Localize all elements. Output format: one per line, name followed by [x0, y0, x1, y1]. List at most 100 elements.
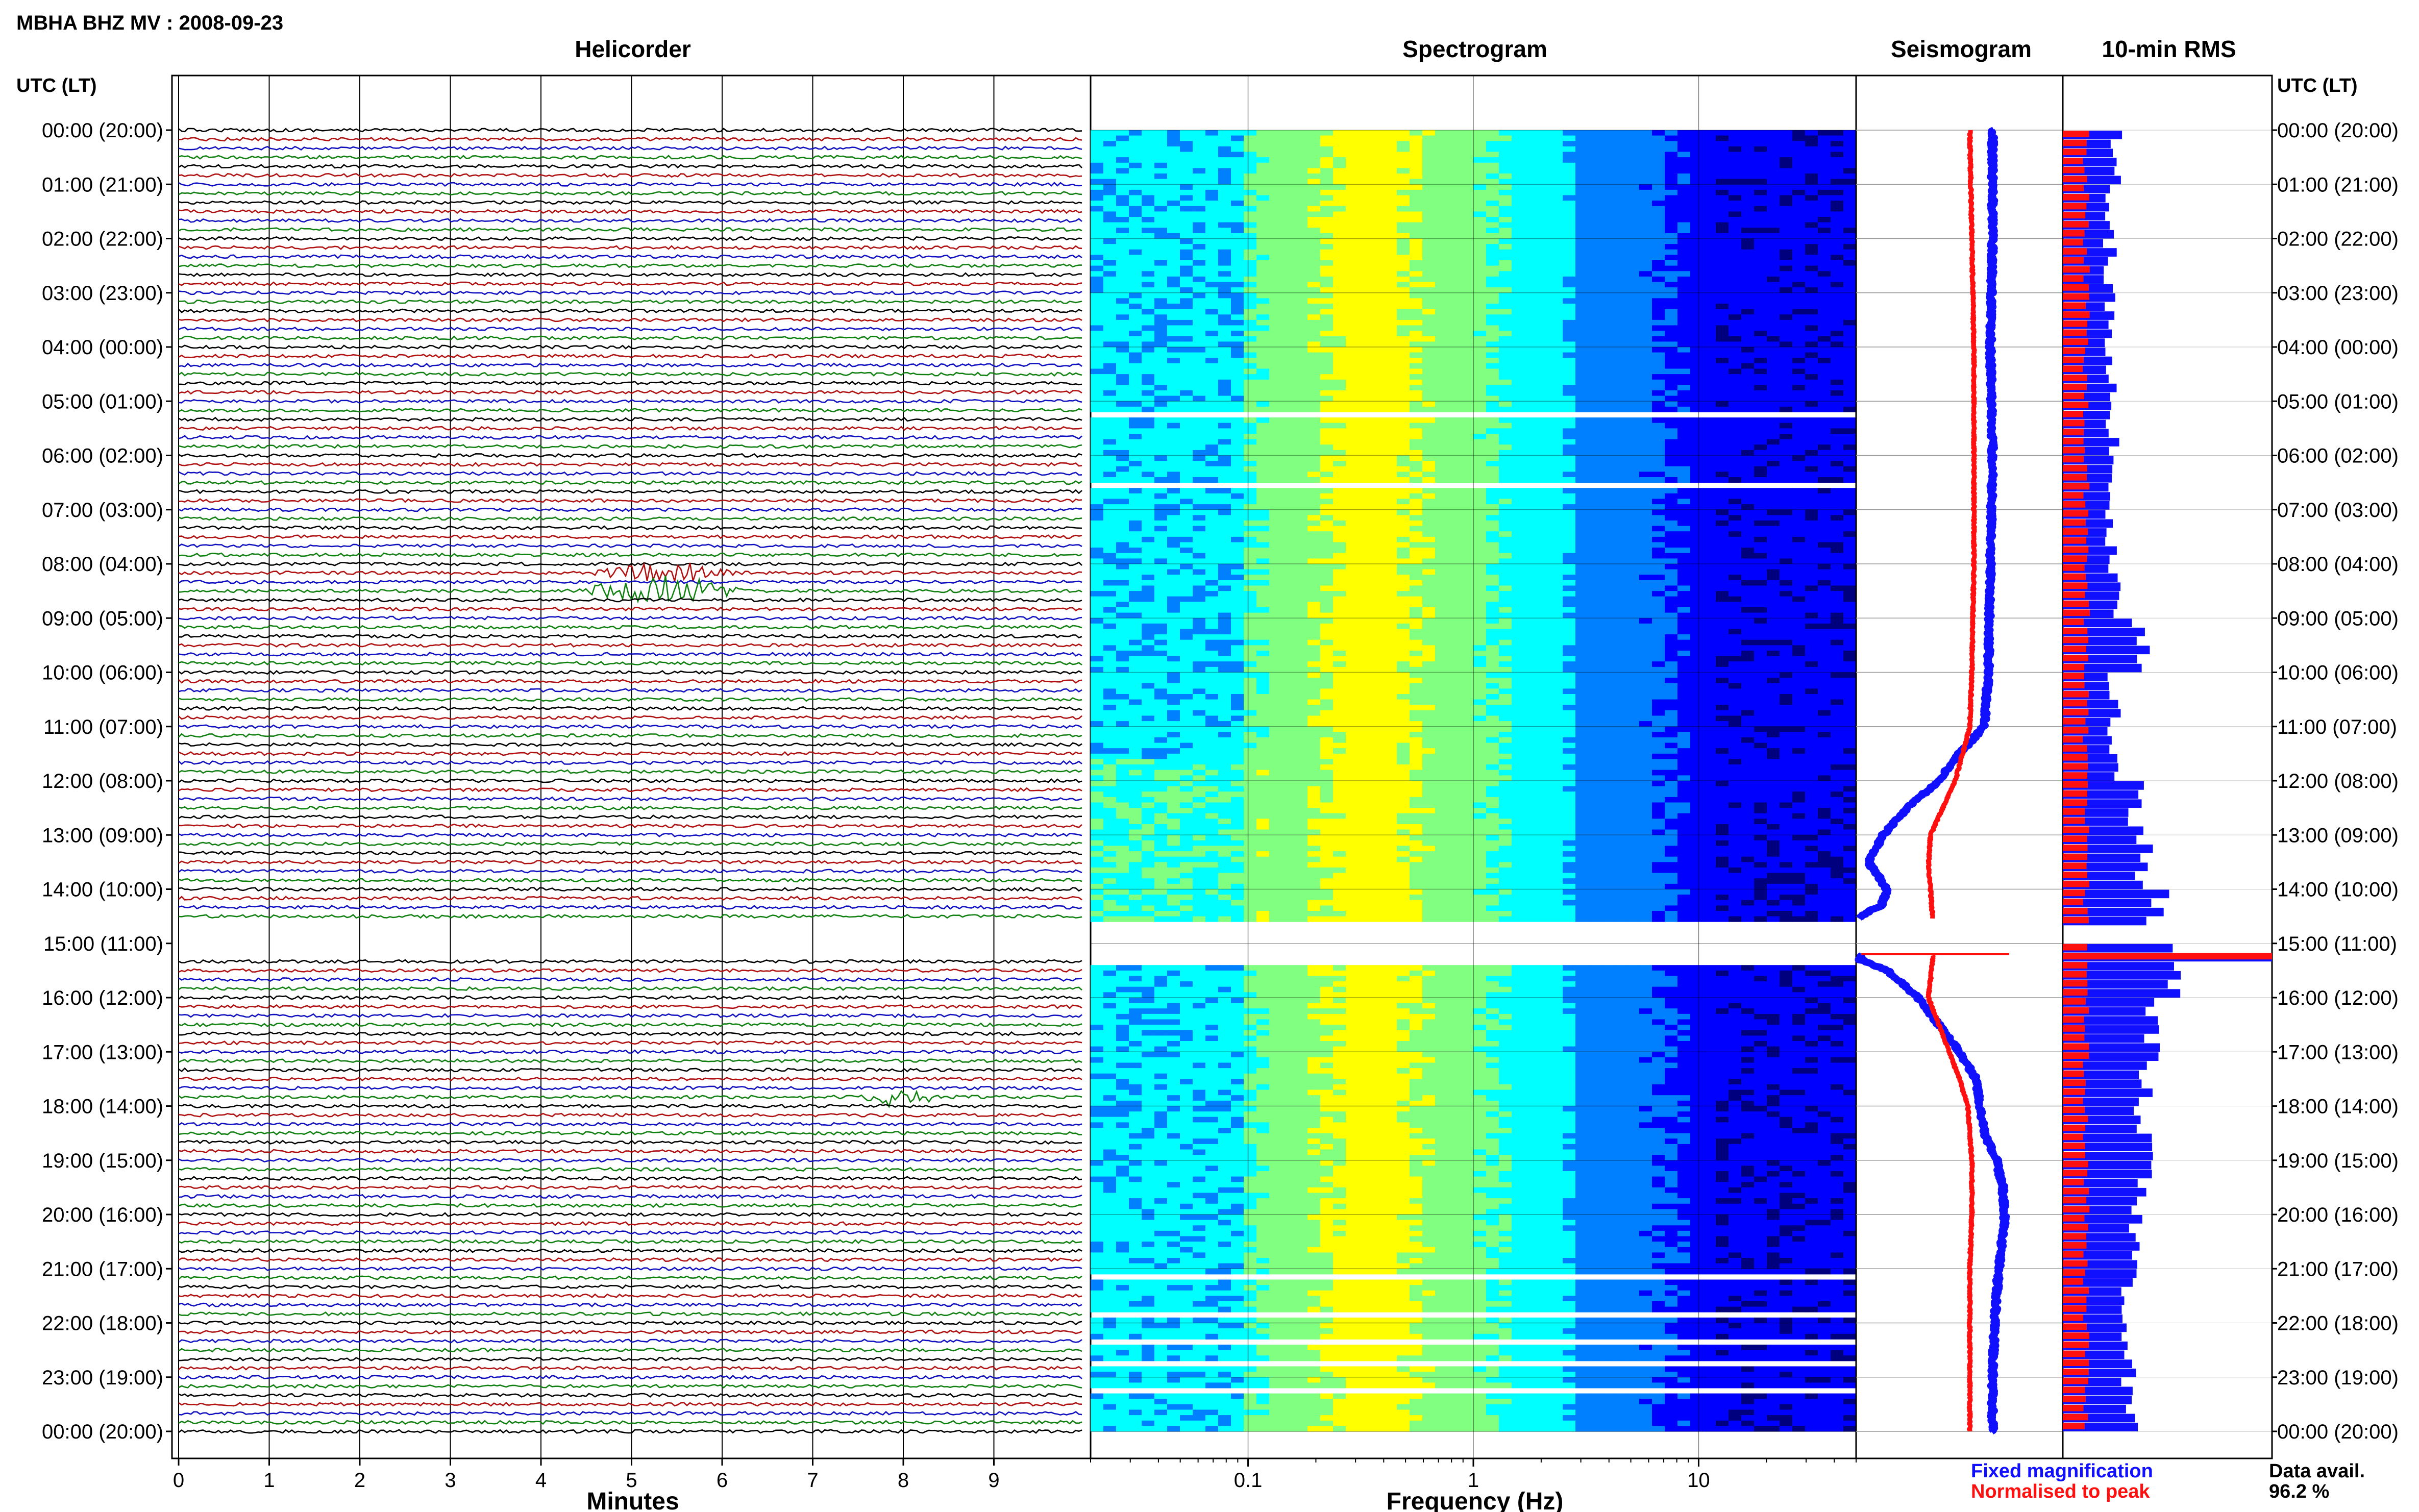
spectrogram-cell	[1422, 336, 1436, 342]
spectrogram-cell	[1384, 168, 1397, 174]
spectrogram-cell	[1601, 542, 1614, 548]
spectrogram-cell	[1665, 536, 1678, 542]
spectrogram-cell	[1295, 152, 1308, 158]
spectrogram-cell	[1129, 461, 1142, 467]
spectrogram-cell	[1129, 531, 1142, 537]
spectrogram-cell	[1346, 515, 1359, 521]
spectrogram-cell	[1588, 526, 1601, 532]
spectrogram-cell	[1116, 287, 1129, 293]
spectrogram-cell	[1550, 336, 1563, 342]
spectrogram-cell	[1665, 179, 1678, 185]
spectrogram-cell	[1346, 255, 1359, 261]
spectrogram-cell	[1448, 526, 1461, 532]
spectrogram-cell	[1282, 249, 1295, 255]
spectrogram-cell	[1320, 309, 1334, 315]
spectrogram-cell	[1843, 228, 1857, 234]
spectrogram-cell	[1818, 406, 1831, 412]
spectrogram-cell	[1537, 347, 1550, 353]
spectrogram-cell	[1563, 347, 1576, 353]
spectrogram-cell	[1384, 423, 1397, 429]
spectrogram-cell	[1116, 162, 1129, 168]
spectrogram-cell	[1843, 135, 1857, 141]
spectrogram-cell	[1588, 461, 1601, 467]
spectrogram-cell	[1461, 331, 1474, 337]
spectrogram-cell	[1307, 130, 1321, 136]
spectrogram-cell	[1818, 526, 1831, 532]
spectrogram-cell	[1614, 531, 1627, 537]
spectrogram-cell	[1461, 292, 1474, 299]
spectrogram-cell	[1652, 130, 1665, 136]
spectrogram-cell	[1346, 309, 1359, 315]
spectrogram-cell	[1818, 276, 1831, 282]
spectrogram-cell	[1818, 423, 1831, 429]
spectrogram-cell	[1422, 531, 1436, 537]
spectrogram-cell	[1754, 509, 1767, 515]
spectrogram-cell	[1231, 439, 1244, 445]
spectrogram-cell	[1333, 368, 1346, 375]
spectrogram-cell	[1614, 319, 1627, 326]
spectrogram-cell	[1805, 304, 1818, 310]
spectrogram-cell	[1461, 325, 1474, 331]
spectrogram-cell	[1665, 434, 1678, 440]
spectrogram-cell	[1384, 493, 1397, 499]
spectrogram-cell	[1422, 141, 1436, 147]
spectrogram-cell	[1741, 493, 1755, 499]
spectrogram-cell	[1307, 558, 1321, 564]
spectrogram-cell	[1563, 439, 1576, 445]
spectrogram-cell	[1154, 488, 1168, 494]
spectrogram-cell	[1384, 255, 1397, 261]
spectrogram-cell	[1716, 168, 1729, 174]
spectrogram-cell	[1473, 341, 1487, 348]
spectrogram-cell	[1282, 444, 1295, 451]
spectrogram-cell	[1499, 385, 1512, 391]
spectrogram-cell	[1295, 309, 1308, 315]
spectrogram-cell	[1205, 434, 1219, 440]
spectrogram-cell	[1154, 179, 1168, 185]
spectrogram-cell	[1384, 558, 1397, 564]
spectrogram-cell	[1754, 195, 1767, 201]
spectrogram-cell	[1639, 211, 1652, 217]
spectrogram-cell	[1320, 379, 1334, 385]
spectrogram-cell	[1843, 146, 1857, 152]
spectrogram-cell	[1333, 319, 1346, 326]
spectrogram-cell	[1422, 352, 1436, 358]
spectrogram-cell	[1103, 385, 1117, 391]
spectrogram-cell	[1205, 168, 1219, 174]
spectrogram-cell	[1091, 217, 1104, 223]
spectrogram-cell	[1461, 531, 1474, 537]
spectrogram-cell	[1754, 217, 1767, 223]
spectrogram-cell	[1180, 548, 1193, 554]
spectrogram-cell	[1282, 135, 1295, 141]
spectrogram-cell	[1831, 162, 1844, 168]
spectrogram-cell	[1550, 439, 1563, 445]
spectrogram-cell	[1142, 319, 1155, 326]
spectrogram-cell	[1091, 255, 1104, 261]
spectrogram-cell	[1307, 141, 1321, 147]
spectrogram-cell	[1205, 488, 1219, 494]
spectrogram-cell	[1410, 184, 1423, 190]
spectrogram-cell	[1792, 341, 1806, 348]
spectrogram-cell	[1767, 423, 1780, 429]
spectrogram-cell	[1448, 255, 1461, 261]
spectrogram-cell	[1193, 558, 1206, 564]
spectrogram-cell	[1410, 233, 1423, 239]
spectrogram-cell	[1754, 488, 1767, 494]
spectrogram-cell	[1703, 477, 1716, 483]
spectrogram-cell	[1843, 526, 1857, 532]
helicorder-trace	[178, 191, 1082, 196]
spectrogram-cell	[1588, 173, 1601, 180]
spectrogram-cell	[1831, 173, 1844, 180]
spectrogram-cell	[1129, 434, 1142, 440]
spectrogram-cell	[1193, 341, 1206, 348]
spectrogram-cell	[1371, 363, 1385, 369]
spectrogram-cell	[1384, 531, 1397, 537]
spectrogram-cell	[1818, 488, 1831, 494]
spectrogram-cell	[1103, 477, 1117, 483]
spectrogram-cell	[1231, 265, 1244, 271]
spectrogram-cell	[1780, 417, 1793, 424]
spectrogram-cell	[1805, 472, 1818, 478]
spectrogram-cell	[1142, 358, 1155, 364]
spectrogram-cell	[1780, 238, 1793, 244]
spectrogram-cell	[1116, 455, 1129, 461]
spectrogram-cell	[1384, 276, 1397, 282]
